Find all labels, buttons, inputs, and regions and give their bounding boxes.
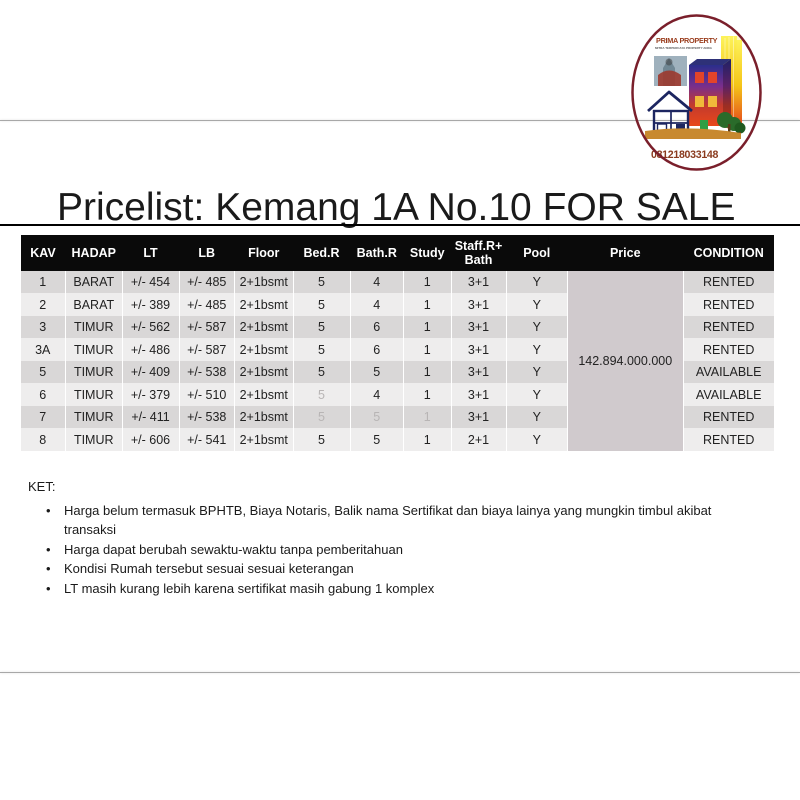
svg-text:081218033148: 081218033148	[651, 149, 719, 161]
svg-text:PRIMA PROPERTY: PRIMA PROPERTY	[656, 36, 718, 45]
svg-text:MITRA TERPERCAYA PROPERTY ANDA: MITRA TERPERCAYA PROPERTY ANDA	[655, 46, 713, 50]
